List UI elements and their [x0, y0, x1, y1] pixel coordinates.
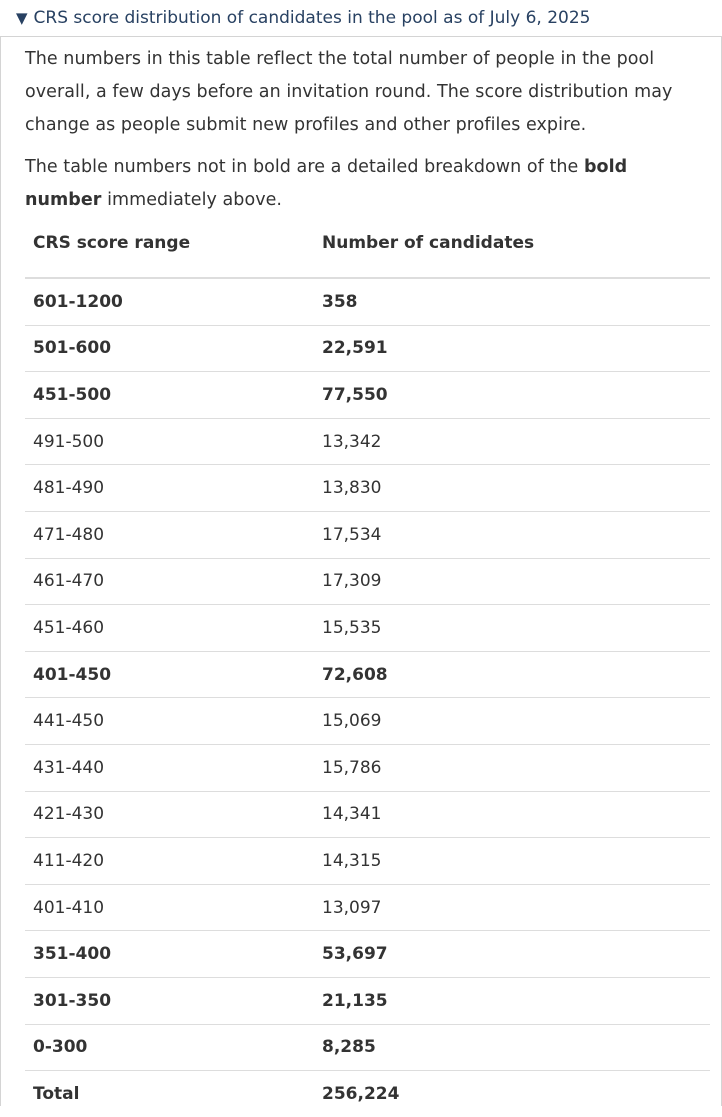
table-row: 491-500 13,342	[25, 418, 710, 466]
score-range-cell: 601-1200	[25, 278, 314, 326]
bold-note-emphasis: bold number	[25, 157, 628, 210]
candidate-count-cell: 22,591	[314, 325, 710, 373]
score-range-cell: 501-600	[25, 325, 314, 373]
candidate-count-cell: 53,697	[314, 930, 710, 978]
score-range-cell: 421-430	[25, 791, 314, 839]
table-row: 411-420 14,315	[25, 837, 710, 885]
table-row: 461-470 17,309	[25, 558, 710, 606]
bold-note-text-before: The table numbers not in bold are a deta…	[25, 157, 584, 177]
table-body: 601-1200 358 501-600 22,591 451-500 77,550 491…	[25, 278, 710, 1117]
details-summary-title: CRS score distribution of candidates in …	[33, 8, 591, 28]
score-range-cell: Total	[33, 1083, 80, 1104]
table-row: 471-480 17,534	[25, 511, 710, 559]
score-range-cell: 0-300	[25, 1024, 314, 1072]
table-row: 401-410 13,097	[25, 884, 710, 932]
table-row: 441-450 15,069	[25, 697, 710, 745]
score-range-cell: 411-420	[25, 837, 314, 885]
candidate-count-cell: 14,315	[314, 837, 710, 885]
score-range-cell: 431-440	[25, 744, 314, 792]
table-row: 481-490 13,830	[25, 464, 710, 512]
score-range-cell: 441-450	[25, 697, 314, 745]
table-row: 0-300 8,285	[25, 1024, 710, 1072]
candidate-count-cell: 256,224	[322, 1083, 400, 1104]
table-row: Total 256,224	[25, 1071, 710, 1117]
score-range-cell: 451-500	[25, 371, 314, 419]
table-row: 351-400 53,697	[25, 930, 710, 978]
score-range-cell: 401-410	[25, 884, 314, 932]
intro-paragraph: The numbers in this table reflect the to…	[25, 49, 673, 135]
score-range-cell: 461-470	[25, 558, 314, 606]
candidate-count-cell: 77,550	[314, 371, 710, 419]
bold-note-text-after: immediately above.	[101, 190, 283, 210]
score-range-cell: 351-400	[25, 930, 314, 978]
candidate-count-cell: 13,097	[314, 884, 710, 932]
score-range-cell: 401-450	[25, 651, 314, 699]
table-row: 451-460 15,535	[25, 604, 710, 652]
candidate-count-cell: 17,534	[314, 511, 710, 559]
header-score-range: CRS score range	[25, 233, 314, 279]
candidate-count-cell: 15,069	[314, 697, 710, 745]
score-range-cell: 491-500	[25, 418, 314, 466]
candidate-count-cell: 72,608	[314, 651, 710, 699]
score-range-cell: 471-480	[25, 511, 314, 559]
table-row: 601-1200 358	[25, 278, 710, 326]
table-row: 421-430 14,341	[25, 791, 710, 839]
score-range-cell: 301-350	[25, 977, 314, 1025]
score-range-cell: 481-490	[25, 464, 314, 512]
candidate-count-cell: 8,285	[314, 1024, 710, 1072]
candidate-count-cell: 14,341	[314, 791, 710, 839]
table-row: 451-500 77,550	[25, 371, 710, 419]
candidate-count-cell: 358	[314, 278, 710, 326]
details-panel: The numbers in this table reflect the to…	[0, 37, 722, 1106]
bold-note-paragraph: The table numbers not in bold are a deta…	[25, 151, 707, 217]
table-row: 501-600 22,591	[25, 325, 710, 373]
expanded-triangle-icon: ▼	[16, 9, 28, 27]
candidate-count-cell: 15,786	[314, 744, 710, 792]
candidate-count-cell: 13,342	[314, 418, 710, 466]
table-row: 401-450 72,608	[25, 651, 710, 699]
candidate-count-cell: 17,309	[314, 558, 710, 606]
table-header-row: CRS score range Number of candidates	[25, 233, 710, 279]
score-range-cell: 451-460	[25, 604, 314, 652]
header-number-of-candidates: Number of candidates	[314, 233, 710, 279]
candidate-count-cell: 15,535	[314, 604, 710, 652]
table-row: 431-440 15,786	[25, 744, 710, 792]
crs-score-table: CRS score range Number of candidates 601…	[25, 233, 710, 1117]
candidate-count-cell: 21,135	[314, 977, 710, 1025]
table-row: 301-350 21,135	[25, 977, 710, 1025]
details-summary-toggle[interactable]: ▼ CRS score distribution of candidates i…	[0, 0, 722, 37]
candidate-count-cell: 13,830	[314, 464, 710, 512]
